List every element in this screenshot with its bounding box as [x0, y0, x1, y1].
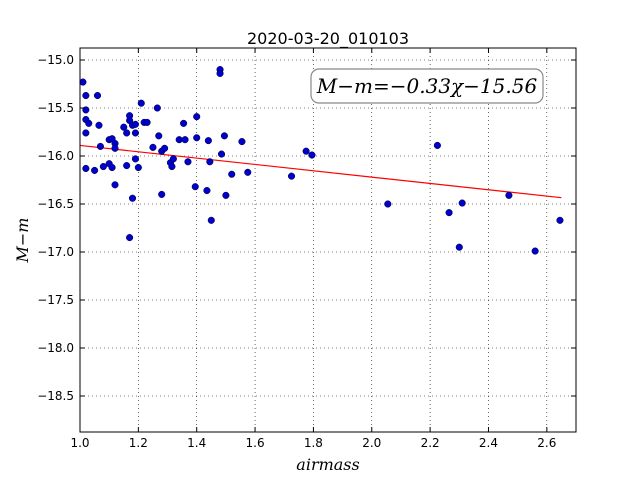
data-point	[169, 155, 177, 163]
data-point	[458, 199, 466, 207]
data-point	[184, 158, 192, 166]
y-axis-ticks: −15.0 −15.5 −16.0 −16.5 −17.0 −17.5 −18.0 −18.5	[37, 53, 576, 403]
data-point	[455, 243, 463, 251]
y-axis-label: M−m	[13, 218, 32, 264]
data-point	[206, 158, 214, 166]
data-point	[531, 247, 539, 255]
data-point	[99, 163, 107, 171]
data-point	[108, 163, 116, 172]
y-tick-label: −15.0	[37, 53, 74, 67]
data-point	[308, 151, 316, 159]
data-point	[191, 183, 199, 191]
data-point	[123, 162, 131, 170]
fit-equation-label: M−m=−0.33χ−15.56	[316, 74, 538, 98]
data-point	[123, 129, 131, 137]
data-point	[111, 144, 119, 152]
data-points	[79, 66, 564, 255]
data-point	[203, 187, 211, 195]
y-tick-label: −18.5	[37, 389, 74, 403]
y-tick-label: −16.5	[37, 197, 74, 211]
data-point	[505, 191, 513, 199]
data-point	[180, 119, 188, 127]
data-point	[220, 132, 228, 140]
data-point	[82, 164, 90, 173]
data-point	[96, 142, 104, 150]
data-point	[193, 113, 201, 121]
data-point	[153, 104, 161, 112]
data-point	[556, 216, 564, 224]
data-point	[82, 91, 90, 100]
data-point	[149, 143, 157, 151]
data-point	[181, 136, 189, 144]
data-point	[131, 155, 139, 163]
data-point	[126, 234, 134, 242]
fit-equation-frame	[310, 68, 544, 104]
plot-area-frame	[79, 47, 577, 433]
data-point	[79, 78, 87, 86]
data-point	[228, 170, 236, 178]
data-point	[204, 137, 212, 145]
data-point	[244, 168, 252, 176]
x-tick-label: 1.0	[70, 436, 89, 450]
data-point	[161, 144, 169, 152]
data-point	[222, 191, 230, 199]
fit-equation-box: M−m=−0.33χ−15.56	[310, 68, 544, 104]
data-point	[433, 141, 441, 149]
x-tick-label: 2.0	[362, 436, 381, 450]
x-tick-label: 1.8	[304, 436, 323, 450]
y-tick-label: −18.0	[37, 341, 74, 355]
data-point	[93, 91, 102, 100]
data-point	[95, 121, 103, 129]
data-point	[287, 172, 296, 180]
x-axis-label: airmass	[296, 455, 359, 474]
data-point	[120, 123, 128, 131]
chart-title: 2020-03-20_010103	[247, 29, 409, 49]
data-point	[168, 163, 176, 171]
data-point	[134, 163, 142, 172]
grid	[79, 48, 576, 432]
data-point	[143, 118, 151, 126]
data-point	[155, 132, 163, 140]
data-point	[207, 216, 215, 224]
data-point	[128, 194, 137, 202]
data-point	[384, 200, 392, 208]
data-point	[302, 147, 310, 155]
data-point	[131, 129, 139, 137]
data-point	[111, 181, 119, 189]
data-point	[91, 166, 99, 174]
y-tick-label: −17.0	[37, 245, 74, 259]
x-tick-label: 1.4	[187, 436, 206, 450]
x-axis-ticks: 1.0 1.2 1.4 1.6 1.8 2.0 2.2 2.4 2.6	[70, 48, 556, 450]
y-tick-label: −16.0	[37, 149, 74, 163]
x-tick-label: 1.6	[246, 436, 265, 450]
x-tick-label: 2.6	[537, 436, 556, 450]
data-point	[158, 190, 166, 198]
y-tick-label: −17.5	[37, 293, 74, 307]
data-point	[445, 209, 453, 217]
y-tick-label: −15.5	[37, 101, 74, 115]
x-tick-label: 2.4	[479, 436, 498, 450]
data-point	[193, 134, 201, 142]
data-point	[217, 150, 226, 158]
x-tick-label: 1.2	[129, 436, 148, 450]
data-point	[131, 120, 139, 128]
data-point	[85, 119, 93, 127]
data-point	[238, 138, 246, 146]
data-point	[137, 99, 145, 107]
x-tick-label: 2.2	[421, 436, 440, 450]
data-point	[216, 69, 224, 77]
data-point	[82, 129, 90, 137]
